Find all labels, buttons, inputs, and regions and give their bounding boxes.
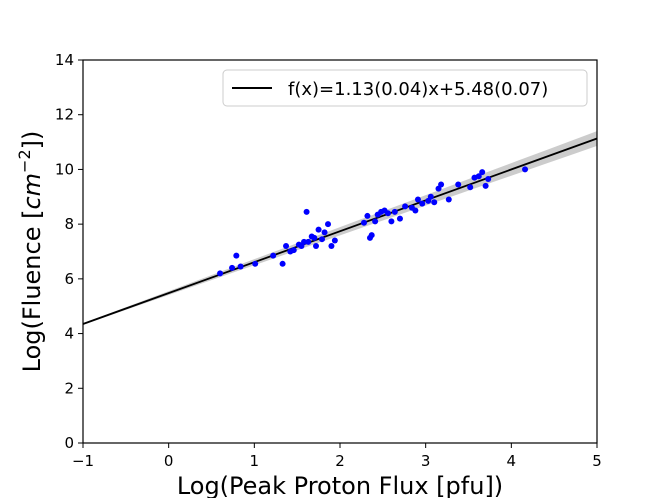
data-point [217, 270, 224, 277]
data-point [229, 264, 236, 271]
data-point [445, 196, 452, 203]
y-tick-label: 2 [64, 379, 74, 397]
data-point [412, 207, 419, 214]
y-tick-label: 0 [64, 434, 74, 452]
data-point [485, 176, 492, 183]
x-tick-label: −1 [72, 452, 94, 470]
data-point [311, 234, 318, 241]
fit-line-layer [82, 137, 598, 325]
legend-box [222, 69, 588, 107]
y-axis-label-unit: cm [18, 173, 46, 210]
data-point [402, 203, 409, 210]
data-point [479, 169, 486, 176]
data-point [372, 218, 379, 225]
y-axis-label-exponent: −2 [15, 149, 34, 173]
data-point [391, 208, 398, 215]
data-point [419, 200, 426, 207]
y-axis-ticks: 0 2 4 6 8 10 12 14 [55, 51, 83, 452]
data-point [396, 215, 403, 222]
y-tick-label: 6 [64, 270, 74, 288]
y-axis-label: Log(Fluence [cm−2]) [15, 131, 46, 373]
data-point [438, 181, 445, 188]
data-point [252, 260, 259, 267]
data-point [283, 243, 290, 250]
y-tick-label: 8 [64, 215, 74, 233]
data-point [325, 221, 332, 228]
data-point [279, 260, 286, 267]
x-tick-label: 2 [335, 452, 345, 470]
y-tick-label: 12 [55, 106, 74, 124]
data-point [467, 184, 474, 191]
data-point [319, 236, 326, 243]
data-point [360, 219, 367, 226]
data-point [315, 226, 322, 233]
data-point [270, 252, 277, 259]
x-axis-label: Log(Peak Proton Flux [pfu]) [177, 472, 503, 498]
data-point [364, 212, 371, 219]
x-tick-label: 5 [592, 452, 602, 470]
data-point [384, 210, 391, 217]
y-tick-label: 10 [55, 160, 74, 178]
x-axis-ticks: −1 0 1 2 3 4 5 [72, 443, 602, 470]
plot-frame [82, 59, 598, 444]
data-point [475, 173, 482, 180]
fit-confidence-band [83, 131, 597, 325]
data-point [414, 196, 421, 203]
y-axis-label-prefix: Log(Fluence [ [18, 210, 46, 373]
data-point [368, 232, 375, 239]
data-point [388, 218, 395, 225]
x-tick-label: 1 [250, 452, 260, 470]
data-point [303, 208, 310, 215]
data-point [431, 199, 438, 206]
data-point [522, 166, 529, 173]
y-tick-label: 4 [64, 325, 74, 343]
data-point [331, 237, 338, 244]
data-point [301, 238, 308, 245]
data-point [427, 193, 434, 200]
data-point [233, 252, 240, 259]
data-point [313, 243, 320, 250]
data-point [290, 247, 297, 254]
data-point [482, 182, 489, 189]
fit-line [82, 137, 598, 325]
x-tick-label: 4 [507, 452, 517, 470]
y-axis-label-suffix: ]) [18, 131, 46, 150]
data-point [455, 181, 462, 188]
y-tick-label: 14 [55, 51, 74, 69]
legend: f(x)=1.13(0.04)x+5.48(0.07) [222, 69, 588, 107]
fit-band-layer [83, 131, 597, 325]
data-point [328, 243, 335, 250]
x-tick-label: 0 [164, 452, 174, 470]
data-point [237, 263, 244, 270]
x-tick-label: 3 [421, 452, 431, 470]
data-point [321, 229, 328, 236]
data-point [305, 238, 312, 245]
legend-label: f(x)=1.13(0.04)x+5.48(0.07) [288, 79, 548, 100]
data-points [217, 166, 529, 277]
